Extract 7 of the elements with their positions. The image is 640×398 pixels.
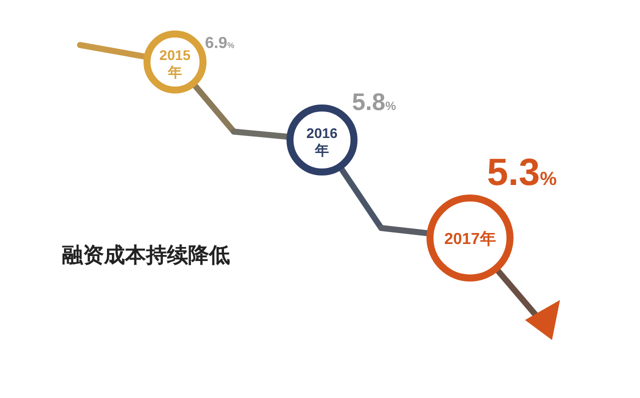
category-label: 2015年 <box>159 47 191 80</box>
category-label: 2017年 <box>444 230 496 248</box>
category-label: 2016年 <box>306 125 338 158</box>
text: 融资成本持续降低 <box>62 244 230 267</box>
data-label: 5.3% <box>487 152 557 194</box>
data-label: 6.9% <box>205 35 234 52</box>
data-label: 5.8% <box>352 89 396 116</box>
